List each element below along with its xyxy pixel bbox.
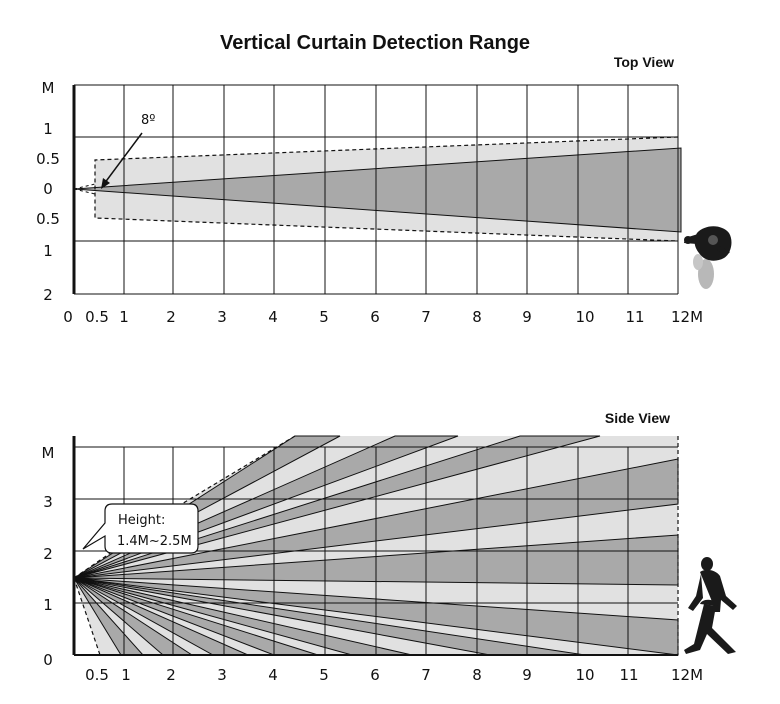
callout-line2: 1.4M~2.5M bbox=[117, 534, 192, 549]
top-view-label: Top View bbox=[614, 54, 674, 70]
side-view-label: Side View bbox=[605, 410, 670, 426]
angle-arrow-line bbox=[103, 132, 143, 185]
top-view-y-ticks: M 1 0.5 0 0.5 1 2 bbox=[36, 79, 60, 304]
top-x-tick-8: 7 bbox=[421, 308, 431, 326]
top-x-tick-2: 1 bbox=[119, 308, 129, 326]
top-x-tick-5: 4 bbox=[268, 308, 278, 326]
side-x-tick-9: 9 bbox=[522, 666, 532, 684]
side-x-tick-4: 4 bbox=[268, 666, 278, 684]
top-x-tick-1: 0.5 bbox=[85, 308, 109, 326]
side-beam-2 bbox=[73, 435, 601, 579]
top-y-tick-5: 1 bbox=[43, 242, 53, 260]
diagram-title: Vertical Curtain Detection Range bbox=[220, 32, 530, 54]
side-x-tick-5: 5 bbox=[319, 666, 329, 684]
top-x-tick-0: 0 bbox=[63, 308, 73, 326]
top-y-tick-6: 2 bbox=[43, 286, 53, 304]
angle-label: 8º bbox=[141, 113, 155, 128]
side-x-tick-10: 10 bbox=[575, 666, 594, 684]
side-x-tick-12: 12M bbox=[671, 666, 703, 684]
side-x-tick-8: 8 bbox=[472, 666, 482, 684]
top-y-tick-0: M bbox=[42, 79, 55, 97]
top-x-tick-4: 3 bbox=[217, 308, 227, 326]
top-x-tick-3: 2 bbox=[166, 308, 176, 326]
side-view-panel: Side View Height: 1.4M~2.5M 0.5 1 2 3 4 5 6 7 8 9… bbox=[42, 410, 737, 684]
top-x-tick-12: 11 bbox=[625, 308, 644, 326]
side-x-tick-6: 6 bbox=[370, 666, 380, 684]
top-x-tick-10: 9 bbox=[522, 308, 532, 326]
top-view-panel: Top View 8º 0 0.5 1 2 3 4 5 6 7 8 9 10 11 12M M10.500… bbox=[36, 54, 732, 326]
top-view-dashed-boundary bbox=[94, 136, 679, 242]
side-x-tick-7: 7 bbox=[421, 666, 431, 684]
angle-arrow-head bbox=[101, 178, 110, 189]
side-x-tick-0: 0.5 bbox=[85, 666, 109, 684]
person-top-view-icon bbox=[684, 226, 732, 289]
top-view-x-ticks: 0 0.5 1 2 3 4 5 6 7 8 9 10 11 12M bbox=[63, 308, 703, 326]
side-x-tick-2: 2 bbox=[166, 666, 176, 684]
side-x-tick-3: 3 bbox=[217, 666, 227, 684]
side-x-tick-11: 11 bbox=[619, 666, 638, 684]
top-y-tick-1: 1 bbox=[43, 120, 53, 138]
top-view-grid bbox=[74, 84, 679, 295]
callout-line1: Height: bbox=[118, 513, 165, 528]
top-x-tick-7: 6 bbox=[370, 308, 380, 326]
top-y-tick-3: 0 bbox=[43, 180, 53, 198]
side-y-tick-0: M bbox=[42, 444, 55, 462]
side-y-tick-1: 3 bbox=[43, 493, 53, 511]
height-callout: Height: 1.4M~2.5M bbox=[82, 503, 199, 554]
top-x-tick-11: 10 bbox=[575, 308, 594, 326]
top-x-tick-9: 8 bbox=[472, 308, 482, 326]
side-view-y-ticks: M 3 2 1 0 bbox=[42, 444, 55, 669]
top-x-tick-13: 12M bbox=[671, 308, 703, 326]
side-y-tick-4: 0 bbox=[43, 651, 53, 669]
walking-person-icon bbox=[684, 557, 737, 654]
side-x-tick-1: 1 bbox=[121, 666, 131, 684]
side-y-tick-2: 2 bbox=[43, 545, 53, 563]
side-view-x-ticks: 0.5 1 2 3 4 5 6 7 8 9 10 11 12M bbox=[85, 666, 703, 684]
top-x-tick-6: 5 bbox=[319, 308, 329, 326]
top-view-detection-beam bbox=[73, 147, 682, 233]
top-y-tick-4: 0.5 bbox=[36, 210, 60, 228]
side-y-tick-3: 1 bbox=[43, 596, 53, 614]
top-y-tick-2: 0.5 bbox=[36, 150, 60, 168]
